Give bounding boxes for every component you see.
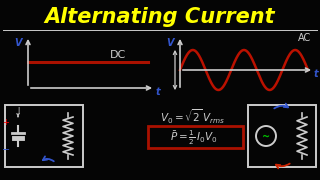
Text: $\bar{P} = \frac{1}{2}\,I_0V_0$: $\bar{P} = \frac{1}{2}\,I_0V_0$ [170, 129, 218, 147]
Text: I: I [17, 107, 19, 116]
Text: t: t [156, 87, 160, 97]
Bar [148, 126, 243, 148]
Text: AC: AC [298, 33, 312, 43]
Text: ~: ~ [262, 132, 270, 141]
Text: DC: DC [110, 50, 126, 60]
Text: +: + [3, 118, 9, 127]
Text: V: V [166, 38, 174, 48]
FancyArrowPatch shape [43, 156, 54, 161]
FancyArrowPatch shape [274, 104, 288, 108]
Text: −: − [2, 145, 10, 155]
Text: $V_0 = \sqrt{2}\,V_{rms}$: $V_0 = \sqrt{2}\,V_{rms}$ [160, 108, 224, 126]
Bar [248, 105, 316, 167]
Text: t: t [314, 69, 318, 79]
Bar [5, 105, 83, 167]
Text: Alternating Current: Alternating Current [45, 7, 275, 27]
FancyArrowPatch shape [276, 164, 290, 168]
Text: V: V [14, 38, 22, 48]
